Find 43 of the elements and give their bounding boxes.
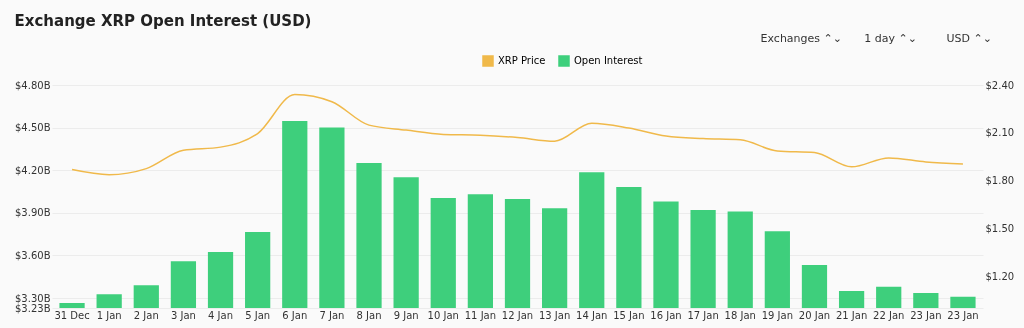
- text: Exchanges ⌃⌄: [760, 32, 842, 45]
- x-tick-label: 10 Jan: [427, 309, 459, 321]
- x-tick-label: 17 Jan: [687, 309, 719, 321]
- x-tick-label: 11 Jan: [464, 309, 497, 321]
- x-tick-label: 21 Jan: [835, 309, 868, 321]
- y2-tick-label: $2.40: [985, 79, 1015, 91]
- y-tick-label: $4.50B: [15, 122, 51, 134]
- x-tick-label: 1 Jan: [96, 309, 122, 321]
- x-tick-label: 7 Jan: [319, 309, 345, 321]
- legend-label: Open Interest: [574, 55, 643, 66]
- x-tick-label: 14 Jan: [576, 309, 608, 321]
- x-tick-label: 31 Dec: [54, 309, 90, 321]
- x-tick-label: 4 Jan: [208, 309, 234, 321]
- x-tick-label: 8 Jan: [356, 309, 382, 321]
- y-tick-label: $3.60B: [15, 249, 51, 261]
- y2-tick-label: $1.20: [985, 270, 1015, 282]
- x-tick-label: 23 Jan: [947, 309, 979, 321]
- x-tick-label: 23 Jan: [910, 309, 942, 321]
- line-series: [71, 93, 964, 176]
- x-tick-label: 19 Jan: [761, 309, 794, 321]
- x-tick-label: 13 Jan: [538, 309, 571, 321]
- x-tick-label: 9 Jan: [393, 309, 419, 321]
- text: 1 day ⌃⌄: [864, 32, 917, 45]
- x-tick-label: 15 Jan: [613, 309, 645, 321]
- x-tick-label: 20 Jan: [798, 309, 831, 321]
- y-tick-label: $4.20B: [15, 164, 51, 176]
- y-tick-label: $3.90B: [15, 207, 51, 219]
- x-tick-label: 2 Jan: [133, 309, 159, 321]
- chart-title: Exchange XRP Open Interest (USD): [14, 12, 312, 30]
- x-tick-label: 16 Jan: [650, 309, 682, 321]
- y-tick-label: $3.30B: [15, 292, 51, 304]
- x-tick-label: 6 Jan: [282, 309, 308, 321]
- text: USD ⌃⌄: [946, 32, 992, 45]
- x-tick-label: 5 Jan: [245, 309, 271, 321]
- x-tick-label: 18 Jan: [724, 309, 756, 321]
- x-tick-label: 22 Jan: [873, 309, 905, 321]
- y-tick-label: $4.80B: [15, 79, 51, 91]
- legend-label: XRP Price: [498, 55, 546, 66]
- y2-tick-label: $1.50: [985, 222, 1015, 234]
- y2-tick-label: $1.80: [985, 175, 1015, 187]
- x-tick-label: 12 Jan: [501, 309, 534, 321]
- x-tick-label: 3 Jan: [170, 309, 196, 321]
- y2-tick-label: $2.10: [985, 127, 1015, 139]
